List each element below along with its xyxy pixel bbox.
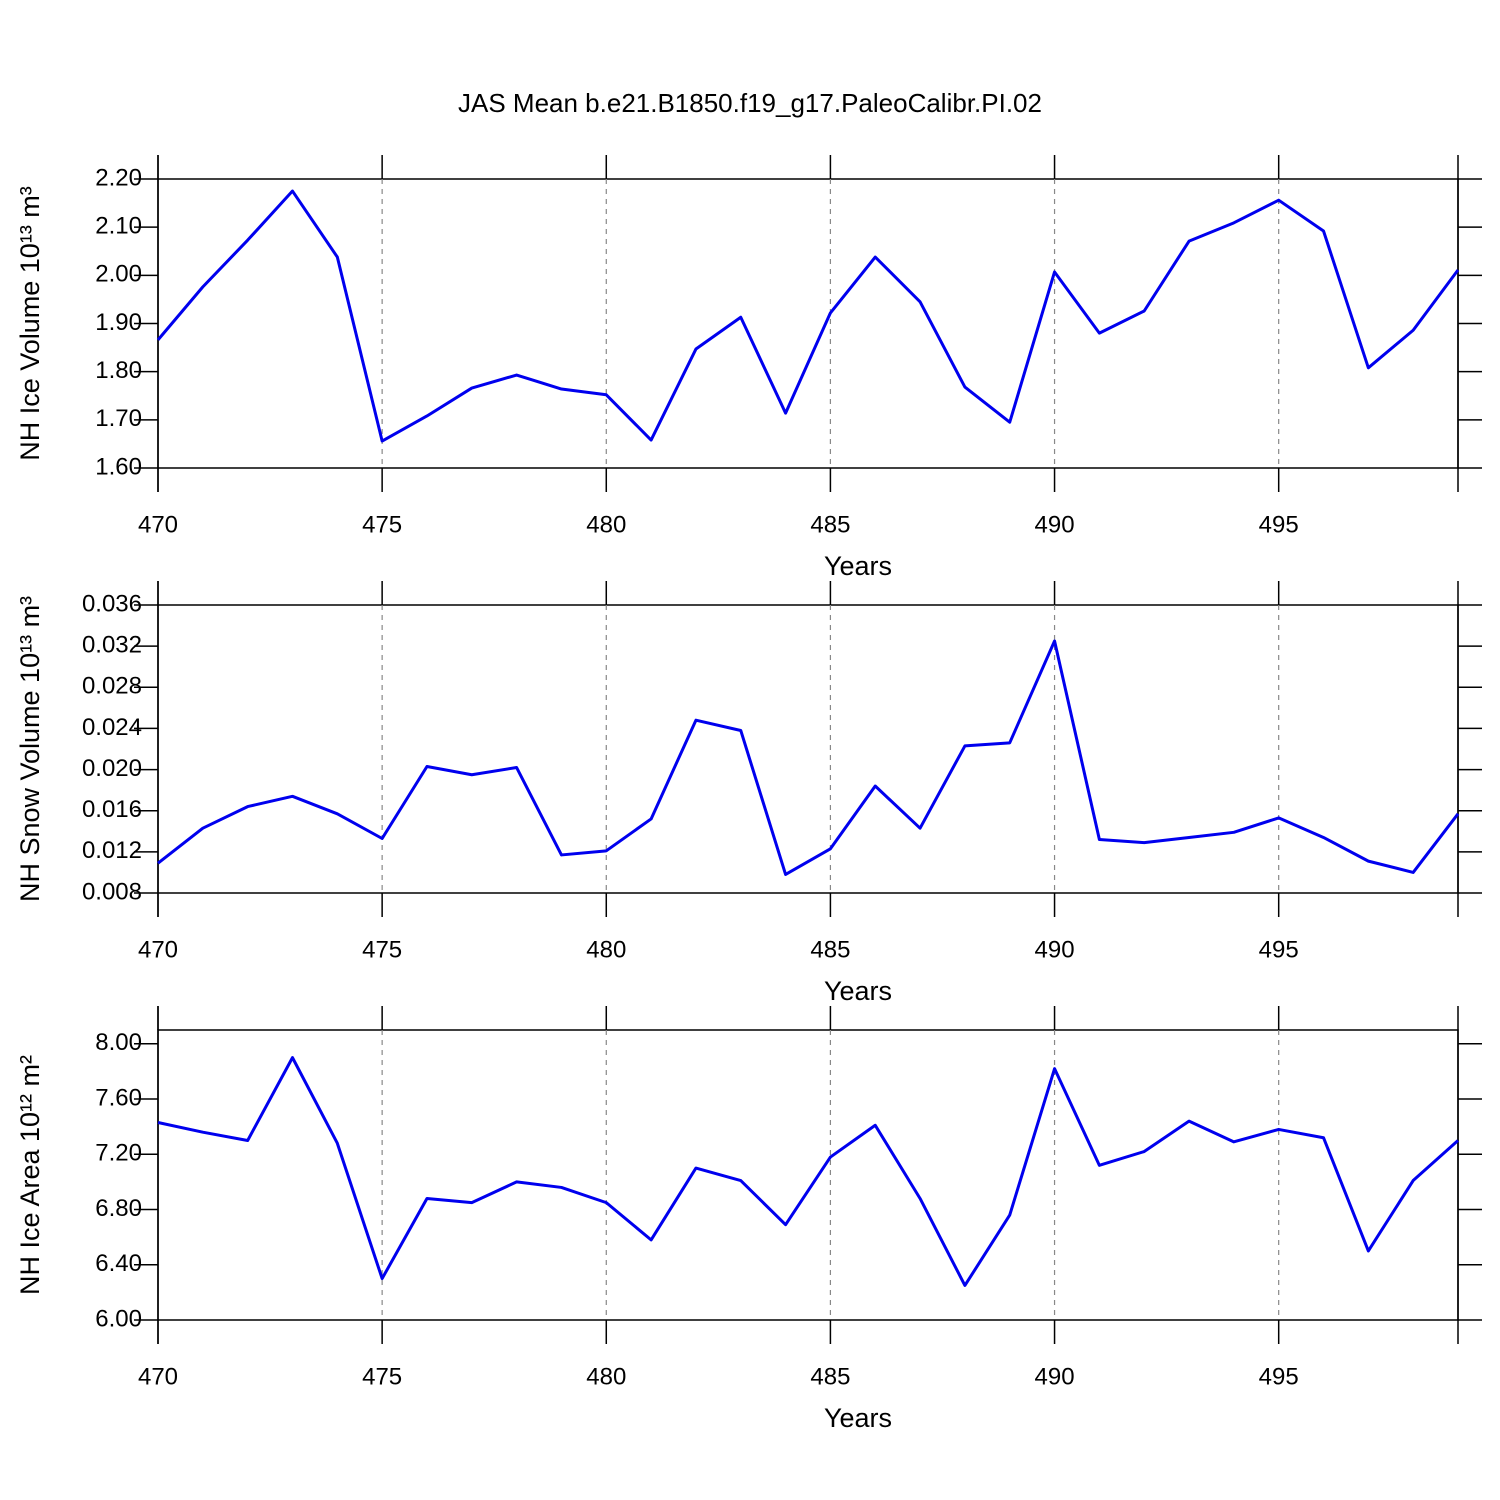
y-tick-label: 1.60 bbox=[95, 453, 142, 480]
y-tick-label: 1.90 bbox=[95, 309, 142, 336]
figure-title: JAS Mean b.e21.B1850.f19_g17.PaleoCalibr… bbox=[458, 88, 1042, 118]
x-tick-label: 490 bbox=[1035, 511, 1075, 538]
x-tick-label: 490 bbox=[1035, 936, 1075, 963]
x-tick-label: 470 bbox=[138, 511, 178, 538]
y-tick-label: 0.016 bbox=[82, 796, 142, 823]
y-axis-label: NH Snow Volume 10¹³ m³ bbox=[15, 596, 45, 902]
y-tick-label: 0.032 bbox=[82, 631, 142, 658]
y-tick-label: 8.00 bbox=[95, 1029, 142, 1056]
x-tick-label: 495 bbox=[1259, 511, 1299, 538]
x-tick-label: 475 bbox=[362, 1363, 402, 1390]
y-tick-label: 6.00 bbox=[95, 1305, 142, 1332]
x-tick-label: 470 bbox=[138, 1363, 178, 1390]
plot-frame bbox=[157, 604, 1459, 894]
x-tick-label: 485 bbox=[810, 511, 850, 538]
y-tick-label: 6.40 bbox=[95, 1250, 142, 1277]
y-tick-label: 7.60 bbox=[95, 1084, 142, 1111]
x-tick-label: 480 bbox=[586, 936, 626, 963]
plot-frame bbox=[157, 1029, 1459, 1321]
x-tick-label: 475 bbox=[362, 511, 402, 538]
x-tick-label: 480 bbox=[586, 511, 626, 538]
x-tick-label: 470 bbox=[138, 936, 178, 963]
data-line bbox=[157, 1056, 1459, 1287]
y-tick-label: 2.00 bbox=[95, 261, 142, 288]
y-tick-label: 1.80 bbox=[95, 357, 142, 384]
x-tick-label: 475 bbox=[362, 936, 402, 963]
y-tick-label: 2.10 bbox=[95, 213, 142, 240]
y-axis-label: NH Ice Area 10¹² m² bbox=[15, 1055, 45, 1295]
y-tick-label: 0.008 bbox=[82, 878, 142, 905]
x-axis-label: Years bbox=[824, 1403, 892, 1433]
y-tick-label: 0.012 bbox=[82, 837, 142, 864]
y-tick-label: 7.20 bbox=[95, 1140, 142, 1167]
x-tick-label: 480 bbox=[586, 1363, 626, 1390]
y-tick-label: 0.020 bbox=[82, 755, 142, 782]
data-line bbox=[157, 639, 1460, 876]
y-tick-label: 1.70 bbox=[95, 405, 142, 432]
data-line bbox=[156, 189, 1460, 443]
y-tick-label: 2.20 bbox=[95, 164, 142, 191]
y-tick-label: 0.028 bbox=[82, 673, 142, 700]
x-tick-label: 485 bbox=[810, 1363, 850, 1390]
x-tick-label: 495 bbox=[1259, 1363, 1299, 1390]
x-axis-label: Years bbox=[824, 976, 892, 1006]
x-tick-label: 490 bbox=[1035, 1363, 1075, 1390]
y-tick-label: 0.024 bbox=[82, 714, 142, 741]
y-tick-label: 0.036 bbox=[82, 590, 142, 617]
y-axis-label: NH Ice Volume 10¹³ m³ bbox=[15, 186, 45, 461]
x-tick-label: 485 bbox=[810, 936, 850, 963]
x-tick-label: 495 bbox=[1259, 936, 1299, 963]
y-tick-label: 6.80 bbox=[95, 1195, 142, 1222]
x-axis-label: Years bbox=[824, 551, 892, 581]
